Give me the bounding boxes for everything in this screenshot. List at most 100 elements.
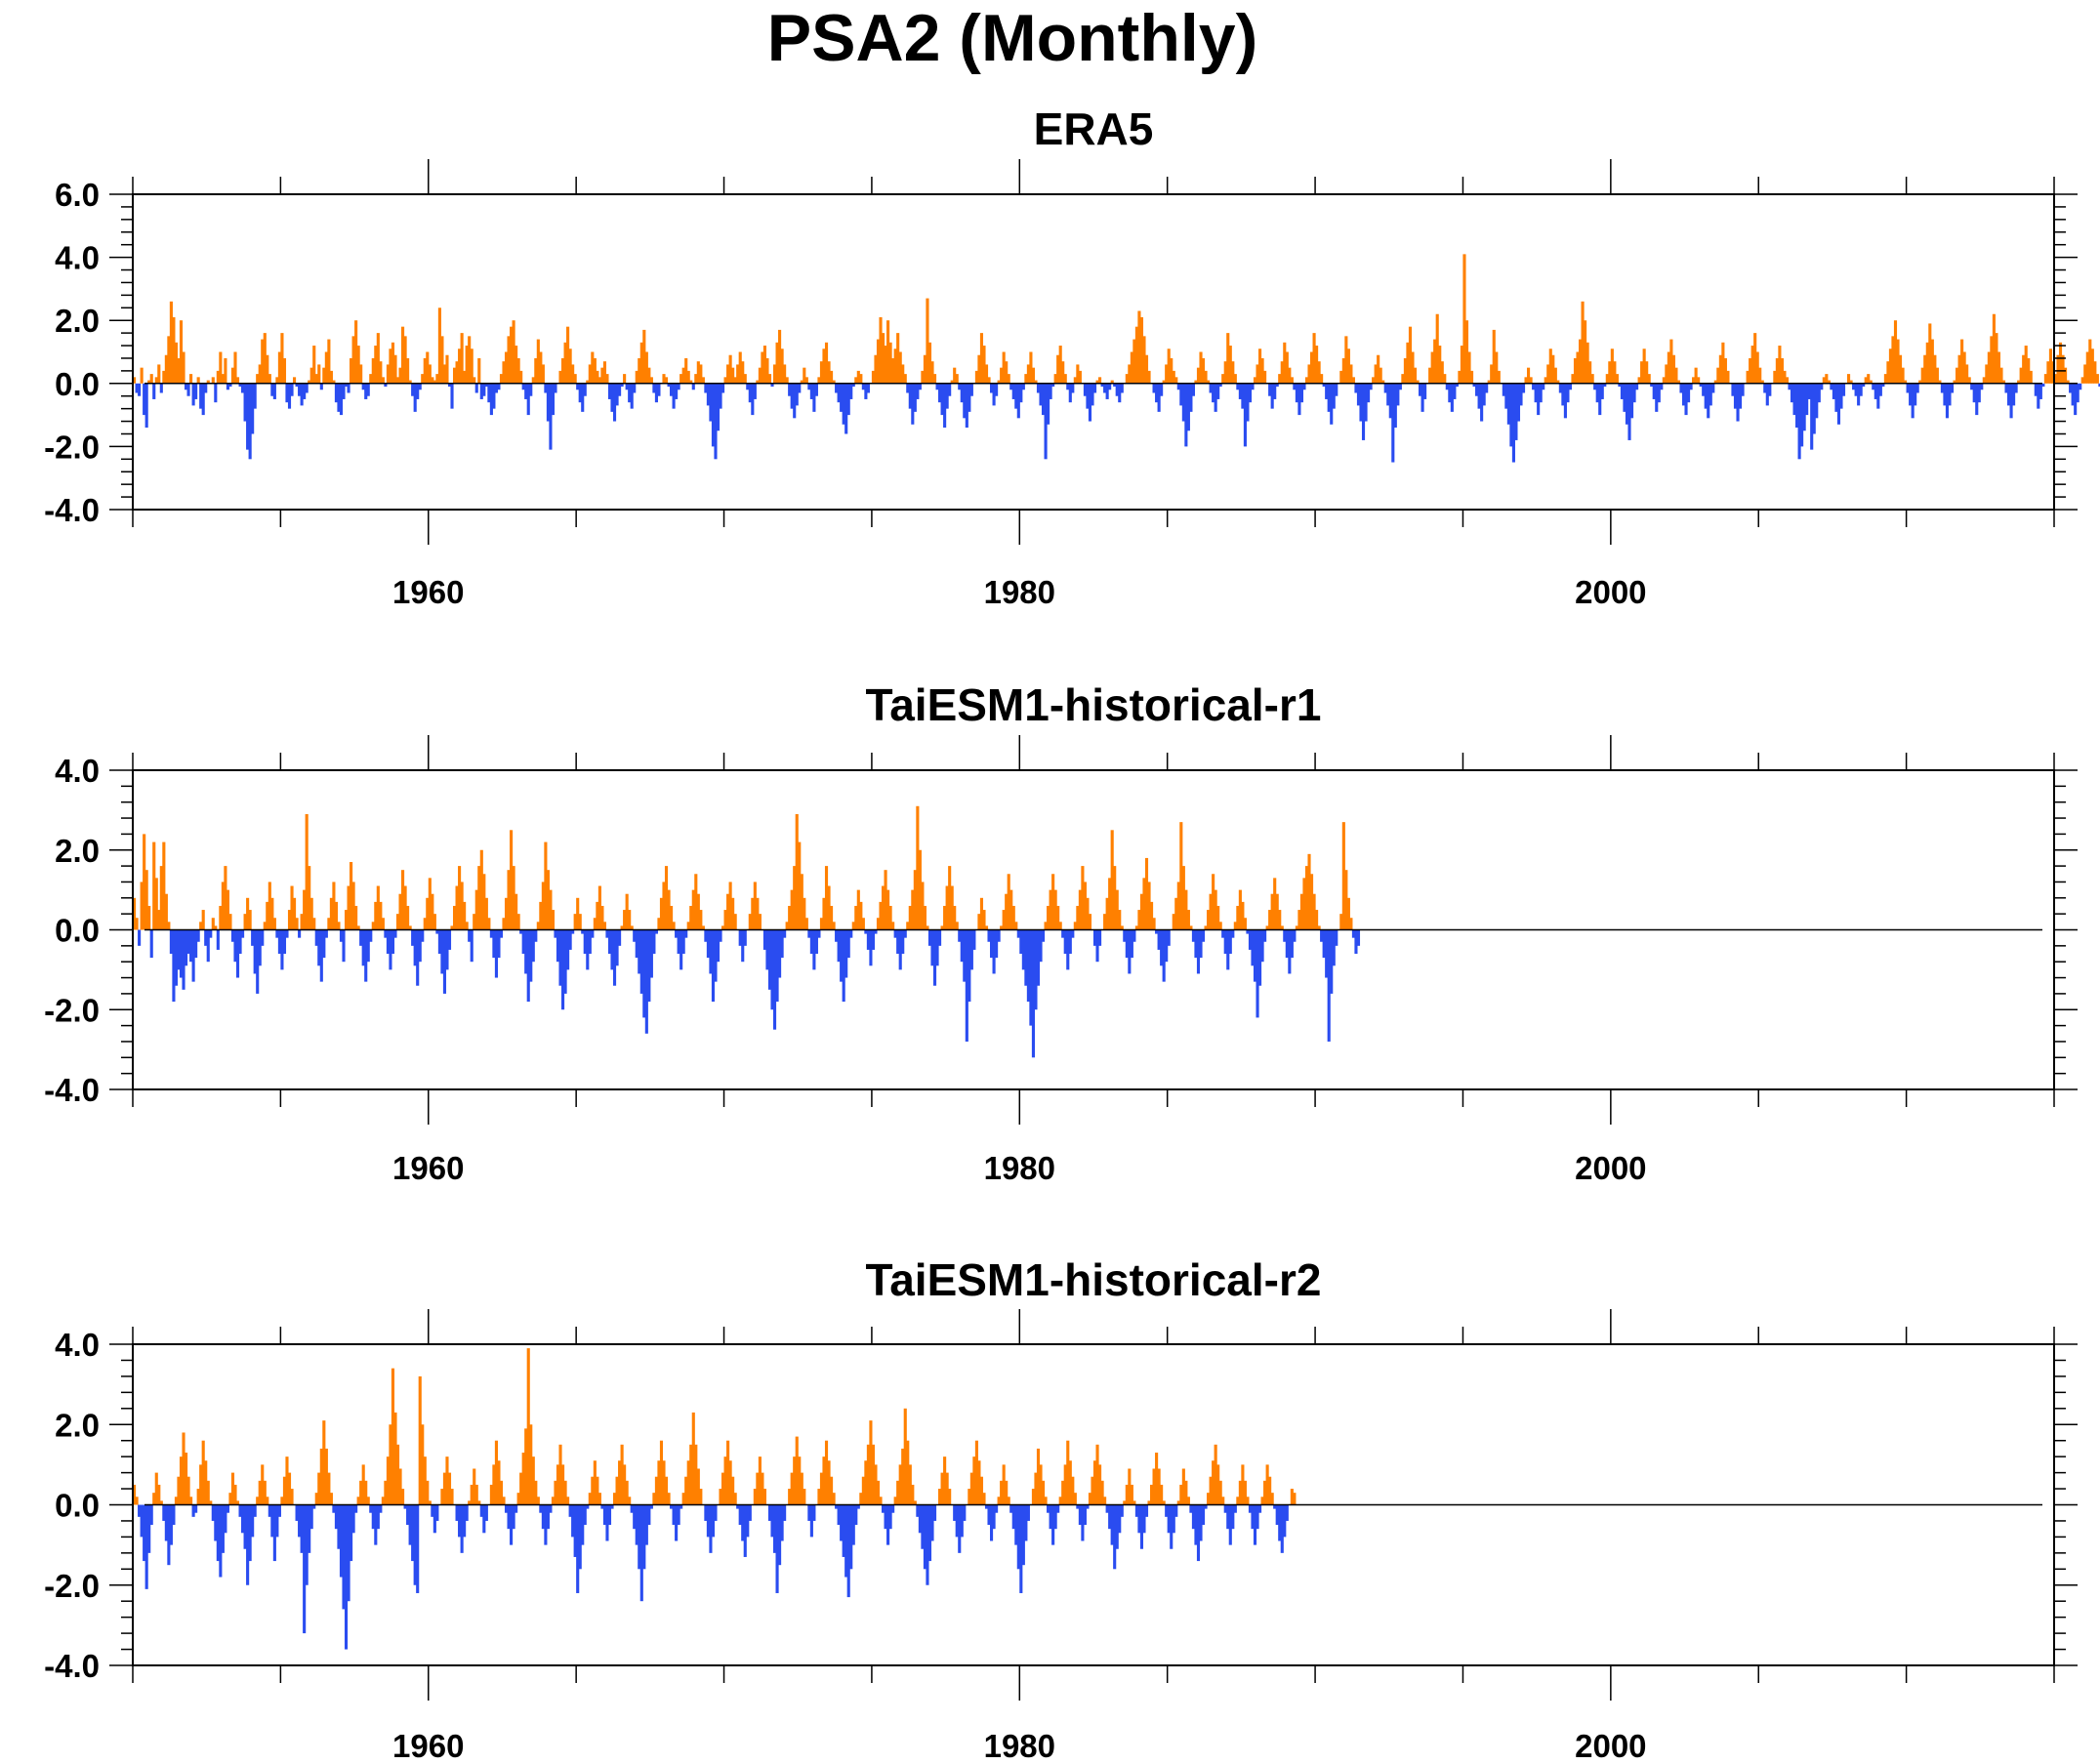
bar (911, 1484, 915, 1505)
bar (551, 910, 556, 930)
bar (389, 929, 392, 970)
bar (1191, 929, 1195, 942)
bar (958, 929, 962, 942)
bar (861, 1476, 865, 1505)
bar (395, 914, 400, 930)
bar (982, 910, 986, 930)
bar (1258, 929, 1262, 986)
bar (906, 383, 910, 393)
bar (1330, 929, 1334, 994)
bar (554, 929, 557, 938)
bar (675, 383, 679, 399)
bar (1021, 383, 1025, 390)
bar (1009, 889, 1013, 930)
bar (600, 1504, 604, 1509)
bar (1053, 374, 1057, 384)
bar (359, 1480, 363, 1505)
bar (344, 910, 349, 930)
bar (835, 929, 839, 942)
bar (1139, 893, 1144, 930)
bar (248, 910, 252, 930)
bar (968, 929, 971, 1003)
bar (1613, 361, 1617, 384)
bar (633, 1504, 637, 1530)
bar (1807, 383, 1811, 399)
bar (856, 370, 860, 384)
bar (953, 367, 957, 384)
bar (881, 885, 885, 930)
bar (1864, 377, 1868, 384)
bar (686, 370, 690, 384)
bar (837, 383, 841, 403)
bar (235, 377, 240, 384)
bar (930, 361, 934, 384)
figure-title: PSA2 (Monthly) (767, 1, 1257, 75)
bar (1216, 1464, 1220, 1505)
bar (583, 383, 587, 396)
bar (913, 870, 917, 930)
bar (958, 383, 962, 390)
bar (704, 1504, 708, 1521)
bar (1393, 383, 1397, 429)
bar (133, 897, 137, 930)
bar (610, 383, 614, 412)
bar (1492, 329, 1496, 384)
bar (440, 929, 444, 974)
bar (1268, 910, 1272, 930)
bar (1058, 922, 1062, 930)
bar (1098, 377, 1102, 384)
bar (177, 1476, 181, 1505)
bar (979, 1476, 984, 1505)
bar (602, 1504, 607, 1526)
bar (672, 1504, 676, 1526)
bar (1194, 929, 1198, 959)
bar (819, 361, 824, 384)
bar (840, 929, 844, 982)
bar (630, 1504, 634, 1513)
bar (995, 1504, 999, 1513)
bar (312, 1504, 316, 1509)
bar (2019, 367, 2023, 384)
bar (369, 374, 373, 384)
bar (1290, 1489, 1294, 1505)
bar (1709, 383, 1712, 406)
bar (790, 1472, 794, 1505)
bar (432, 380, 436, 384)
bar (591, 351, 595, 384)
bar (679, 929, 683, 970)
bar (891, 922, 895, 930)
bar (226, 383, 229, 390)
bar (455, 361, 459, 384)
bar (615, 929, 619, 966)
bar (1233, 922, 1237, 930)
bar (785, 922, 789, 930)
bar (1031, 1489, 1036, 1505)
bar (2017, 380, 2021, 384)
bar (795, 813, 799, 930)
bar (1987, 351, 1991, 384)
bar (1846, 374, 1851, 384)
bar (494, 383, 498, 393)
bar (1095, 1444, 1099, 1505)
bar (1293, 1493, 1297, 1505)
bar (859, 1493, 863, 1505)
bar (874, 1464, 878, 1505)
bar (1275, 1504, 1279, 1526)
bar (2027, 357, 2031, 384)
bar (926, 925, 929, 930)
bar (990, 929, 994, 959)
bar (955, 374, 959, 384)
bar (1108, 383, 1112, 390)
bar (1063, 374, 1067, 384)
bar (1268, 383, 1272, 396)
bar (1980, 383, 1984, 390)
bar (246, 383, 250, 450)
bar (963, 383, 967, 419)
bar (312, 346, 316, 384)
bar (943, 1456, 947, 1505)
bar (1115, 1504, 1119, 1549)
bar (1144, 1504, 1149, 1517)
bar (1199, 351, 1203, 384)
bar (516, 1493, 520, 1505)
bar (216, 1504, 220, 1562)
